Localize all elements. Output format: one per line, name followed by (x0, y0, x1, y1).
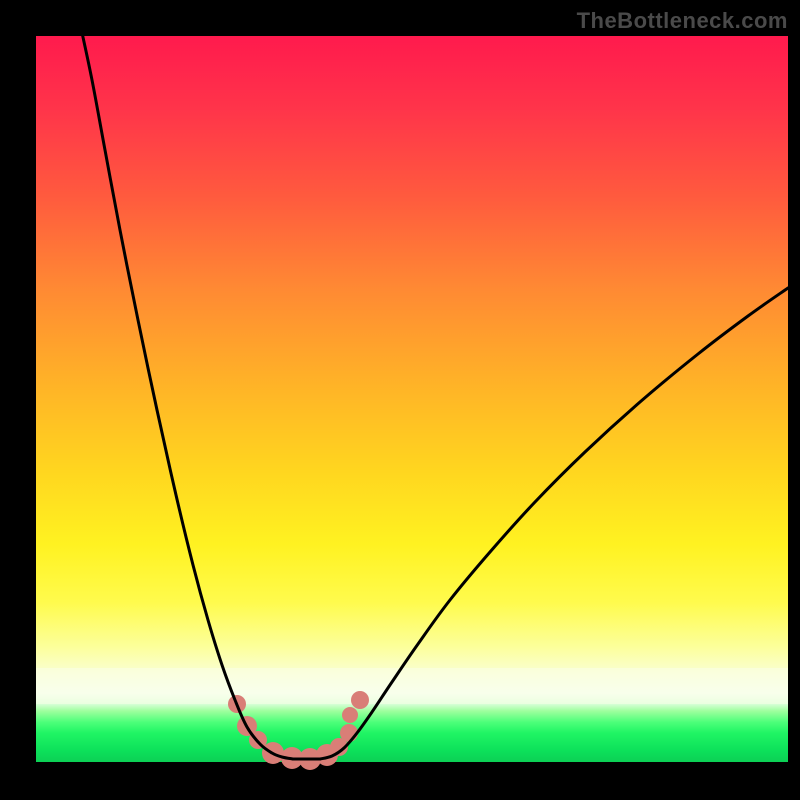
left-curve-path (81, 28, 293, 759)
curve-overlay-svg (0, 0, 800, 800)
data-marker (342, 707, 358, 723)
watermark-text: TheBottleneck.com (577, 8, 788, 34)
chart-stage: TheBottleneck.com (0, 0, 800, 800)
right-curve-path (320, 288, 788, 759)
data-marker (351, 691, 369, 709)
